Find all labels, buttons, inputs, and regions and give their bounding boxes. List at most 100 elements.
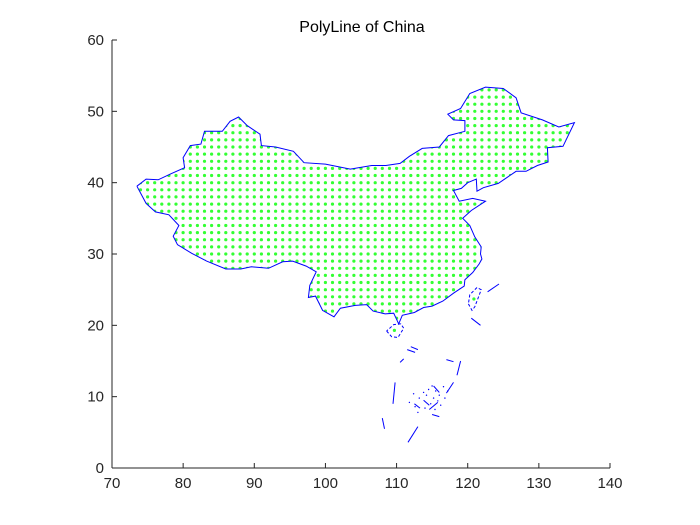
fill-dot — [188, 209, 192, 213]
island-outline — [467, 286, 482, 312]
fill-dot — [409, 181, 413, 185]
fill-dot — [202, 181, 207, 185]
fill-dot — [195, 145, 199, 149]
fill-dot — [359, 173, 363, 178]
fill-dot — [259, 145, 263, 149]
fill-dot — [416, 223, 420, 228]
island-speck — [424, 407, 426, 409]
fill-dot — [231, 223, 235, 228]
fill-dot — [451, 245, 456, 249]
fill-dot — [530, 145, 534, 149]
fill-dot — [274, 195, 278, 199]
fill-dot — [252, 138, 256, 142]
fill-dot — [188, 202, 192, 206]
fill-dot — [444, 159, 448, 163]
fill-dot — [359, 195, 363, 199]
fill-dot — [473, 259, 477, 263]
fill-dot — [288, 181, 292, 185]
fill-dot — [288, 252, 292, 256]
fill-dot — [181, 238, 185, 242]
fill-dot — [245, 138, 249, 142]
fill-dot — [416, 209, 420, 213]
fill-dot — [444, 245, 448, 249]
fill-dot — [430, 166, 434, 170]
fill-dot — [444, 273, 448, 277]
fill-dot — [188, 195, 192, 199]
fill-dot — [515, 116, 520, 121]
fill-dot — [210, 231, 214, 235]
fill-dot — [437, 173, 441, 178]
fill-dot — [473, 116, 477, 121]
fill-dot — [352, 252, 356, 256]
island-speck — [418, 397, 420, 399]
fill-dot — [451, 259, 456, 263]
fill-dot — [466, 152, 470, 156]
fill-dot — [430, 188, 434, 192]
fill-dot — [501, 131, 505, 135]
fill-dot — [473, 166, 477, 170]
fill-dot — [537, 159, 541, 163]
fill-dot — [302, 166, 306, 170]
fill-dot — [444, 288, 448, 292]
fill-dot — [359, 238, 363, 242]
fill-dot — [373, 223, 377, 228]
fill-dot — [295, 202, 299, 206]
fill-dot — [444, 188, 448, 192]
fill-dot — [274, 259, 278, 263]
fill-dot — [473, 152, 477, 156]
fill-dot — [202, 202, 207, 206]
fill-dot — [266, 245, 271, 249]
island-fill-dot — [472, 297, 476, 301]
fill-dot — [451, 216, 456, 220]
fill-dot — [330, 288, 335, 292]
fill-dot — [515, 138, 520, 142]
fill-dot — [252, 166, 256, 170]
fill-dot — [316, 195, 320, 199]
fill-dot — [387, 216, 392, 220]
fill-dot — [380, 216, 384, 220]
fill-dot — [480, 159, 484, 163]
fill-dot — [323, 252, 327, 256]
fill-dot — [423, 288, 427, 292]
fill-dot — [224, 152, 228, 156]
fill-dot — [423, 259, 427, 263]
fill-dot — [238, 159, 242, 163]
fill-dot — [167, 181, 171, 185]
fill-dot — [501, 145, 505, 149]
fill-dot — [466, 266, 470, 270]
fill-dot — [380, 288, 384, 292]
fill-dot — [451, 166, 456, 170]
fill-dot — [295, 166, 299, 170]
fill-dot — [330, 181, 335, 185]
fill-dot — [352, 173, 356, 178]
fill-dot — [409, 295, 413, 299]
fill-dot — [245, 231, 249, 235]
chart-title: PolyLine of China — [299, 19, 425, 36]
fill-dot — [501, 124, 505, 128]
fill-dot — [245, 252, 249, 256]
fill-dot — [217, 238, 221, 242]
fill-dot — [231, 131, 235, 135]
fill-dot — [281, 216, 285, 220]
fill-dot — [295, 216, 299, 220]
fill-dot — [395, 252, 399, 256]
fill-dot — [210, 181, 214, 185]
fill-dot — [338, 216, 342, 220]
fill-dot — [160, 188, 164, 192]
fill-dot — [281, 173, 285, 178]
fill-dot — [352, 216, 356, 220]
island-speck — [434, 408, 436, 411]
fill-dot — [281, 245, 285, 249]
fill-dot — [359, 280, 363, 285]
fill-dot — [409, 188, 413, 192]
fill-dot — [174, 181, 178, 185]
fill-dot — [316, 216, 320, 220]
fill-dot — [537, 145, 541, 149]
fill-dot — [537, 152, 541, 156]
fill-dot — [181, 209, 185, 213]
x-tick-label: 130 — [526, 475, 551, 492]
fill-dot — [288, 195, 292, 199]
fill-dot — [302, 252, 306, 256]
fill-dot — [330, 209, 335, 213]
fill-dot — [494, 102, 498, 106]
